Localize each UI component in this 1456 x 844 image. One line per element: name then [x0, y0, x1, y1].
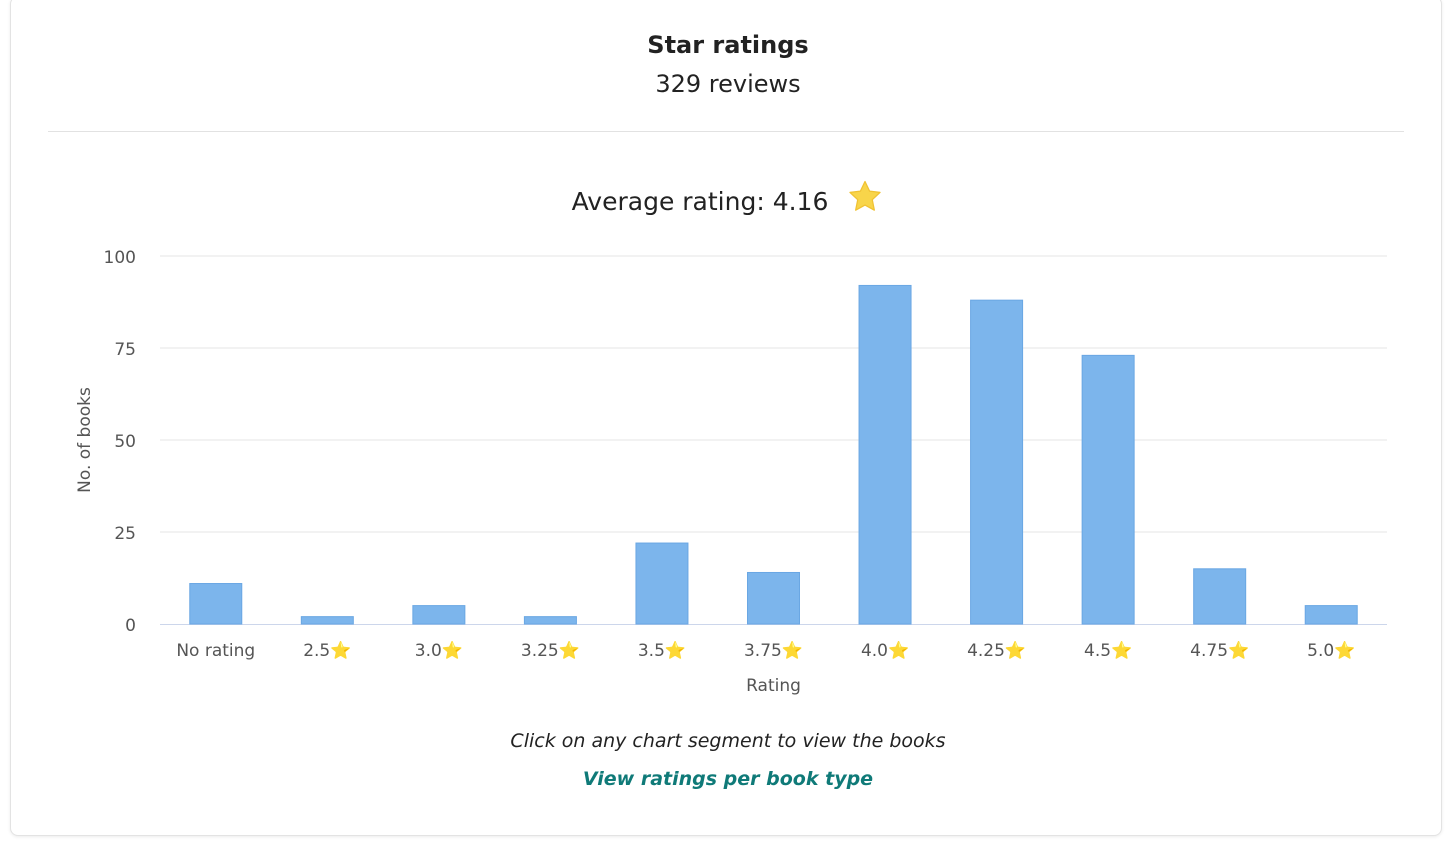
bar[interactable]: [747, 571, 800, 625]
bar[interactable]: [1304, 605, 1358, 625]
y-tick-label: 0: [125, 616, 136, 636]
bar[interactable]: [523, 616, 577, 625]
x-tick-label: 3.25⭐: [521, 640, 580, 661]
y-axis-title: No. of books: [75, 387, 95, 493]
bar[interactable]: [1193, 568, 1247, 625]
view-ratings-per-book-type-link[interactable]: View ratings per book type: [582, 768, 874, 790]
x-axis-title: Rating: [746, 676, 801, 696]
x-tick-label: 2.5⭐: [303, 640, 351, 661]
x-tick-label: 5.0⭐: [1307, 640, 1355, 661]
ratings-card: [10, 0, 1442, 836]
bar[interactable]: [1081, 354, 1135, 625]
y-tick-label: 50: [114, 432, 136, 452]
bar[interactable]: [300, 616, 354, 625]
divider: [48, 131, 1404, 132]
bar[interactable]: [412, 605, 466, 625]
x-tick-label: 4.75⭐: [1190, 640, 1249, 661]
chart-hint: Click on any chart segment to view the b…: [510, 730, 946, 752]
x-tick-label: 4.5⭐: [1084, 640, 1132, 661]
average-rating-label: Average rating: 4.16: [571, 187, 829, 216]
bar[interactable]: [635, 542, 689, 625]
x-tick-label: 3.5⭐: [638, 640, 686, 661]
bar[interactable]: [858, 284, 912, 625]
x-tick-label: 3.0⭐: [415, 640, 463, 661]
ratings-per-book-type-wrapper: View ratings per book type: [0, 768, 1456, 790]
bar[interactable]: [970, 299, 1024, 625]
average-rating: Average rating: 4.16: [0, 178, 1456, 222]
review-count: 329 reviews: [655, 70, 801, 98]
bar[interactable]: [189, 583, 243, 625]
y-tick-label: 75: [114, 340, 136, 360]
star-icon: [846, 178, 884, 222]
x-tick-label: 4.0⭐: [861, 640, 909, 661]
card-title: Star ratings: [647, 31, 809, 59]
y-tick-label: 100: [104, 248, 136, 268]
x-tick-label: No rating: [176, 641, 255, 661]
x-tick-label: 3.75⭐: [744, 640, 803, 661]
x-tick-label: 4.25⭐: [967, 640, 1026, 661]
y-tick-label: 25: [114, 524, 136, 544]
